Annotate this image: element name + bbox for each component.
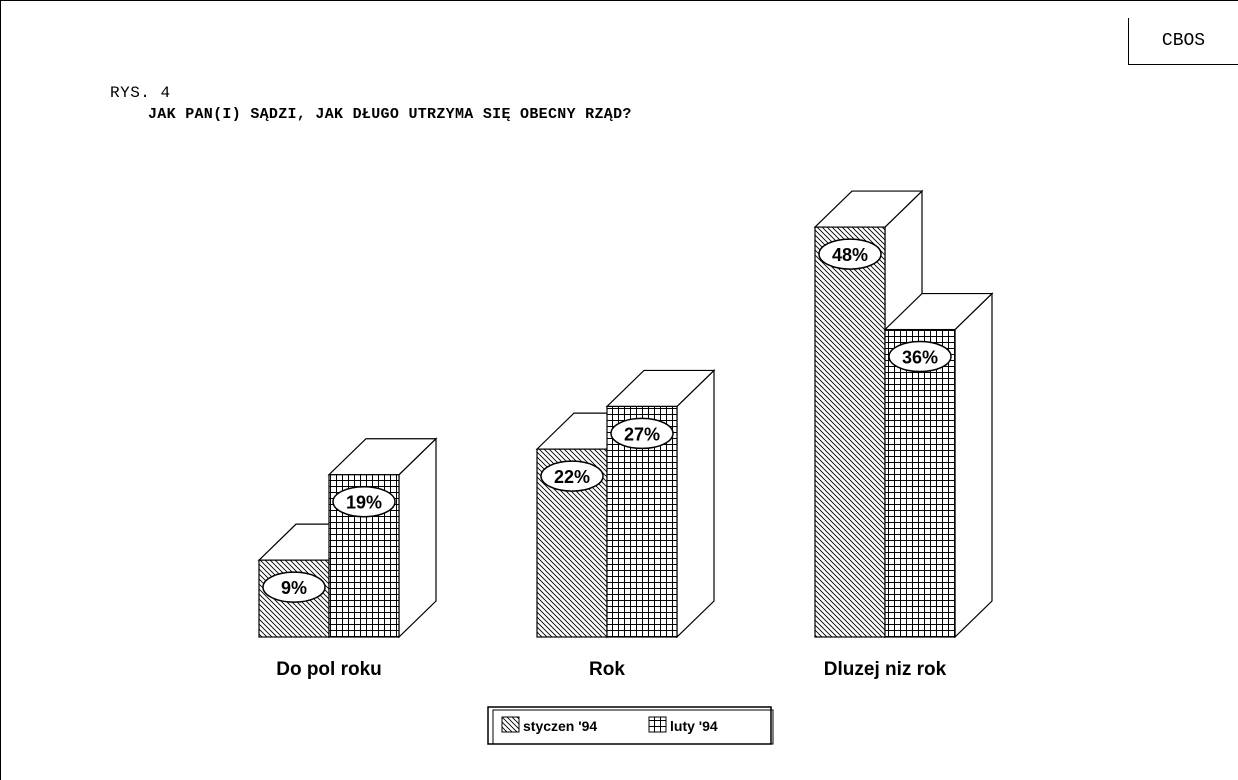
legend-swatch-styczen xyxy=(501,716,520,733)
bar-front xyxy=(884,328,956,638)
legend-swatch-luty xyxy=(648,716,667,733)
value-bubble xyxy=(610,417,674,450)
category-label: Rok xyxy=(589,659,625,680)
value-bubble xyxy=(262,571,326,603)
legend-label-styczen: styczen '94 xyxy=(523,718,597,734)
legend-label-luty: luty '94 xyxy=(670,718,718,734)
category-label: Dluzej niz rok xyxy=(824,659,947,680)
value-label: 27% xyxy=(624,424,660,444)
legend-box xyxy=(487,706,772,745)
bar-luty-2: 36% xyxy=(883,292,994,639)
bar-luty-0: 19% xyxy=(327,437,438,639)
value-bubble xyxy=(818,238,882,270)
value-label: 19% xyxy=(346,493,382,513)
value-label: 22% xyxy=(554,467,590,487)
figure-label: RYS. 4 xyxy=(110,84,171,102)
bar-luty-1: 27% xyxy=(605,368,716,639)
source-badge: CBOS xyxy=(1128,18,1238,65)
chart-title: JAK PAN(I) SĄDZI, JAK DŁUGO UTRZYMA SIĘ … xyxy=(148,106,632,123)
bar-front xyxy=(814,226,886,638)
bar-side xyxy=(676,368,715,639)
value-bubble xyxy=(332,485,396,518)
value-label: 9% xyxy=(281,578,307,598)
category-label: Do pol roku xyxy=(276,659,382,680)
legend-shadow xyxy=(492,709,774,745)
value-bubble xyxy=(540,460,604,492)
value-label: 48% xyxy=(832,245,868,265)
bar-side xyxy=(954,292,993,639)
value-label: 36% xyxy=(902,348,938,368)
legend: styczen '94 luty '94 xyxy=(487,706,774,745)
value-bubble xyxy=(888,340,952,373)
